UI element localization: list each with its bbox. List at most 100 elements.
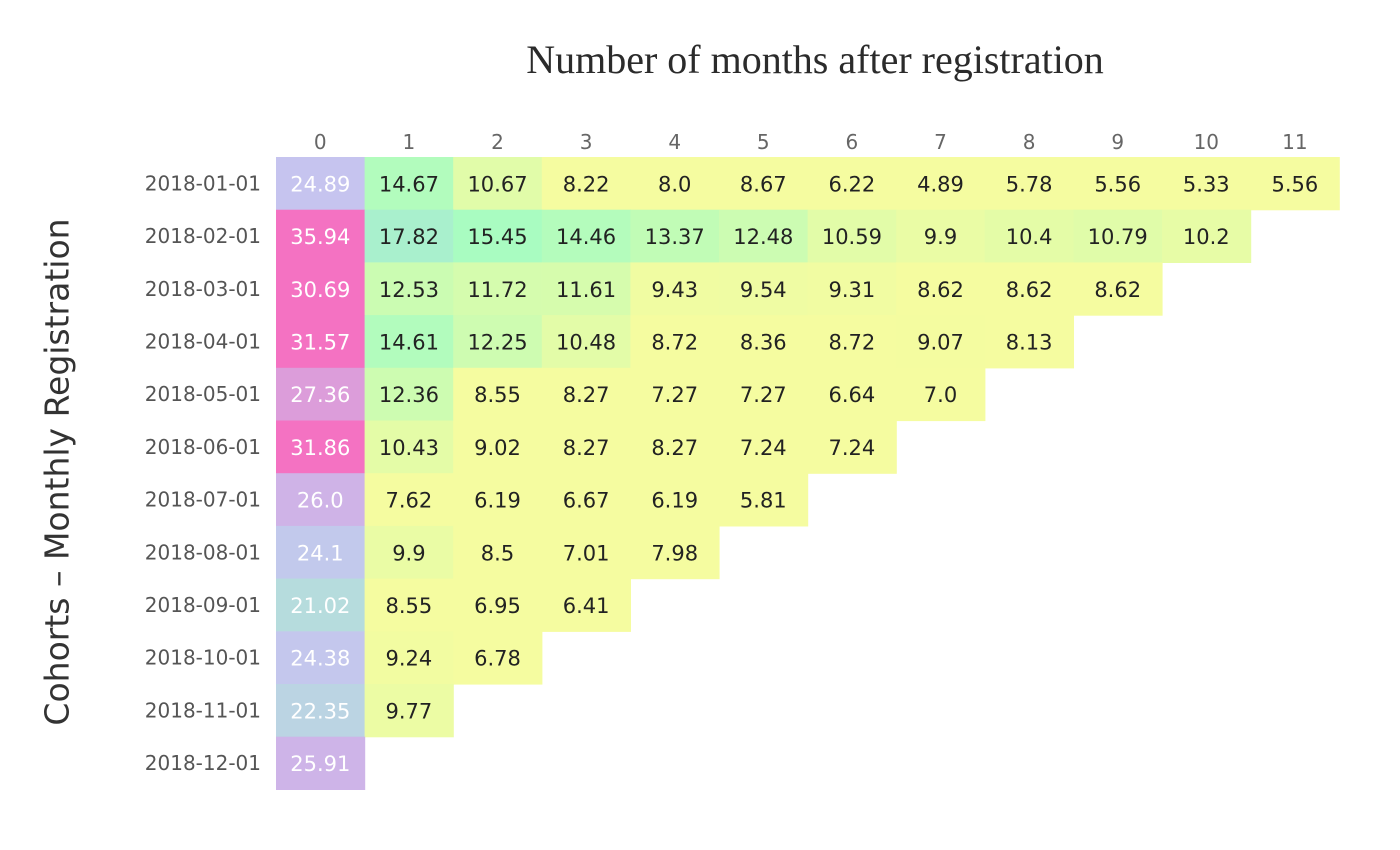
cell-value-label: 25.91 <box>290 752 350 776</box>
heatmap-cell <box>896 315 986 369</box>
heatmap-cell <box>541 525 631 580</box>
heatmap-cell <box>453 157 543 211</box>
y-tick-label: 2018-03-01 <box>145 277 261 301</box>
cell-value-label: 11.72 <box>467 278 527 302</box>
heatmap-cell <box>541 367 631 422</box>
cell-value-label: 6.41 <box>563 594 610 618</box>
cell-value-label: 8.27 <box>563 436 610 460</box>
heatmap-cell <box>453 315 543 369</box>
heatmap-cell <box>984 315 1074 369</box>
heatmap-cell <box>364 631 454 685</box>
heatmap-cell <box>364 262 454 316</box>
cell-value-label: 13.37 <box>645 225 705 249</box>
cell-value-label: 10.59 <box>822 225 882 249</box>
heatmap-cell <box>276 684 366 738</box>
chart-title: Number of months after registration <box>526 37 1104 82</box>
heatmap-cell <box>630 420 720 474</box>
heatmap-cell <box>719 420 809 474</box>
heatmap-cell <box>364 473 454 527</box>
cell-value-label: 5.81 <box>740 489 787 513</box>
cell-value-label: 14.46 <box>556 225 616 249</box>
heatmap-cell <box>1073 209 1163 263</box>
heatmap-cell <box>453 367 543 422</box>
cell-value-label: 7.24 <box>829 436 876 460</box>
heatmap-cell <box>541 578 631 632</box>
heatmap-cell <box>719 367 809 422</box>
heatmap-cell <box>364 367 454 422</box>
x-tick-label: 3 <box>580 130 593 154</box>
cell-value-label: 15.45 <box>467 225 527 249</box>
cell-value-label: 9.77 <box>386 699 433 723</box>
cell-value-label: 7.01 <box>563 541 610 565</box>
cell-value-label: 27.36 <box>290 383 350 407</box>
cell-value-label: 22.35 <box>290 699 350 723</box>
cell-value-label: 8.55 <box>474 383 521 407</box>
heatmap-cell <box>276 209 366 263</box>
heatmap-cell <box>453 578 543 632</box>
heatmap-cell <box>984 209 1074 263</box>
cell-value-label: 8.27 <box>563 383 610 407</box>
heatmap-cell <box>1073 157 1163 211</box>
x-tick-label: 9 <box>1111 130 1124 154</box>
heatmap-cell <box>984 157 1074 211</box>
cell-value-label: 7.62 <box>386 489 433 513</box>
cell-value-label: 8.0 <box>658 172 691 196</box>
cell-value-label: 9.9 <box>392 541 425 565</box>
heatmap-cell <box>807 262 897 316</box>
heatmap-cell <box>719 315 809 369</box>
cell-value-label: 6.64 <box>829 383 876 407</box>
cell-value-label: 5.33 <box>1183 172 1230 196</box>
cell-value-label: 7.24 <box>740 436 787 460</box>
heatmap-cell <box>276 736 366 790</box>
cell-value-label: 8.5 <box>481 541 514 565</box>
y-tick-label: 2018-07-01 <box>145 488 261 512</box>
x-tick-label: 6 <box>846 130 859 154</box>
cell-value-label: 8.36 <box>740 330 787 354</box>
heatmap-cell <box>276 367 366 422</box>
y-tick-label: 2018-12-01 <box>145 751 261 775</box>
heatmap-cell <box>364 525 454 580</box>
heatmap-cell <box>807 209 897 263</box>
heatmap-cell <box>630 367 720 422</box>
heatmap-cell <box>276 473 366 527</box>
heatmap-cell <box>541 473 631 527</box>
heatmap-cell <box>364 209 454 263</box>
heatmap-cell <box>630 157 720 211</box>
heatmap-cell <box>276 578 366 632</box>
cell-value-label: 11.61 <box>556 278 616 302</box>
heatmap-cell <box>364 157 454 211</box>
cell-value-label: 7.27 <box>740 383 787 407</box>
heatmap-cell <box>276 157 366 211</box>
cell-value-label: 10.4 <box>1006 225 1053 249</box>
heatmap-cell <box>453 473 543 527</box>
cell-value-label: 9.54 <box>740 278 787 302</box>
cell-value-label: 10.79 <box>1088 225 1148 249</box>
cell-value-label: 4.89 <box>917 172 964 196</box>
heatmap-cell <box>807 157 897 211</box>
cell-value-label: 9.43 <box>651 278 698 302</box>
cell-value-label: 9.24 <box>386 647 433 671</box>
cell-value-label: 9.31 <box>829 278 876 302</box>
heatmap-cell <box>896 157 986 211</box>
x-tick-label: 11 <box>1282 130 1307 154</box>
cell-value-label: 8.67 <box>740 172 787 196</box>
heatmap-cell <box>276 420 366 474</box>
cell-value-label: 10.43 <box>379 436 439 460</box>
cell-value-label: 21.02 <box>290 594 350 618</box>
heatmap-cell <box>896 262 986 316</box>
cell-value-label: 8.22 <box>563 172 610 196</box>
heatmap-cell <box>630 473 720 527</box>
heatmap-cell <box>541 157 631 211</box>
cell-value-label: 7.98 <box>651 541 698 565</box>
heatmap-cell <box>719 209 809 263</box>
heatmap-cell <box>719 473 809 527</box>
heatmap-cell <box>630 315 720 369</box>
heatmap-cell <box>276 315 366 369</box>
cell-value-label: 14.61 <box>379 330 439 354</box>
cell-value-label: 12.36 <box>379 383 439 407</box>
heatmap-cell <box>364 578 454 632</box>
y-tick-label: 2018-09-01 <box>145 593 261 617</box>
heatmap-cell <box>1073 262 1163 316</box>
cell-value-label: 7.27 <box>651 383 698 407</box>
heatmap-cell <box>630 262 720 316</box>
